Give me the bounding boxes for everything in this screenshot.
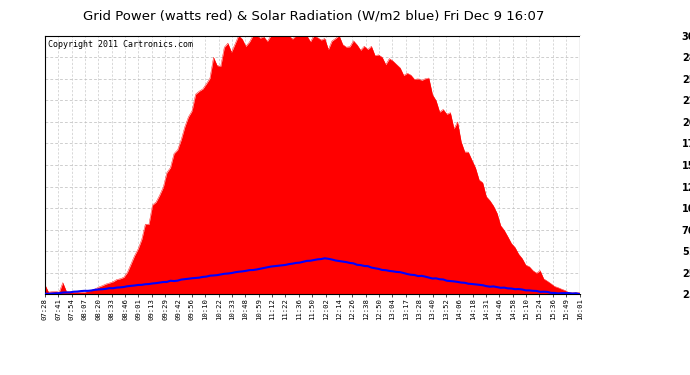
Text: Grid Power (watts red) & Solar Radiation (W/m2 blue) Fri Dec 9 16:07: Grid Power (watts red) & Solar Radiation… bbox=[83, 9, 544, 22]
Text: Copyright 2011 Cartronics.com: Copyright 2011 Cartronics.com bbox=[48, 39, 193, 48]
